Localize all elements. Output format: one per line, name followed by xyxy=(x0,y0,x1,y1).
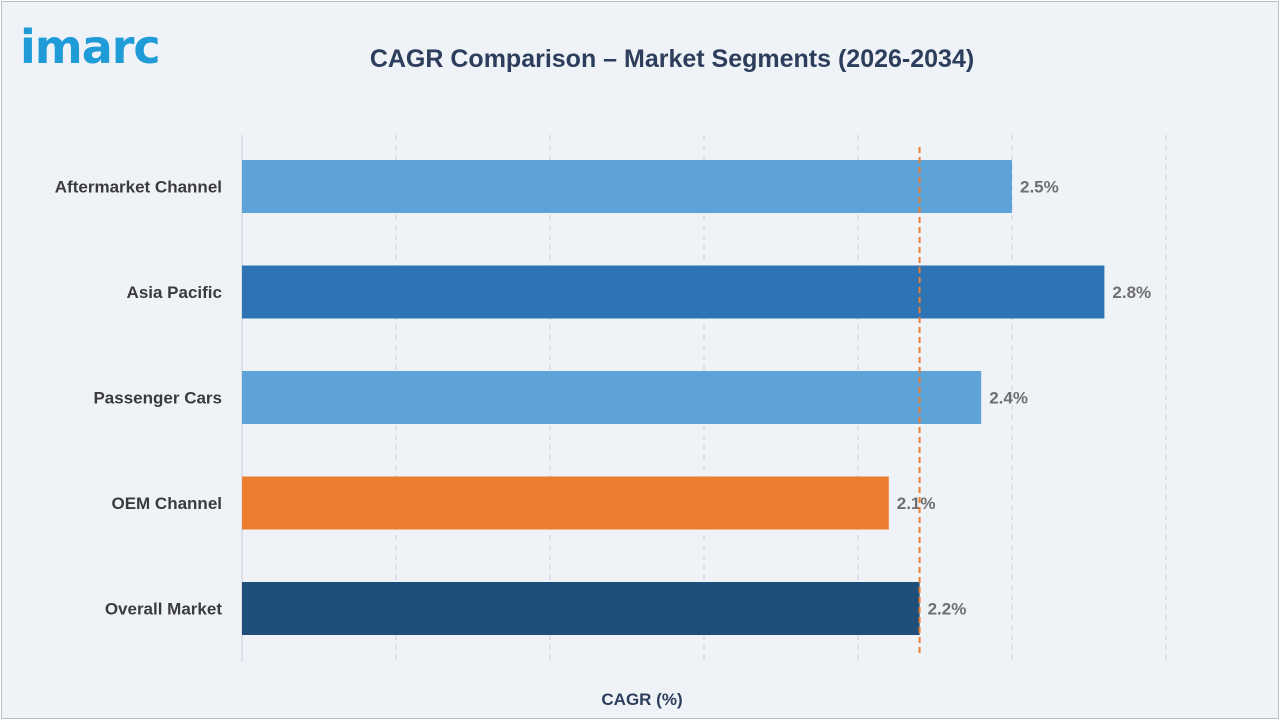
bar xyxy=(242,265,1105,319)
bar xyxy=(242,371,982,424)
category-label: Passenger Cars xyxy=(93,389,222,408)
category-label: OEM Channel xyxy=(111,494,222,513)
value-label: 2.8% xyxy=(1112,283,1151,302)
category-label: Asia Pacific xyxy=(127,283,222,302)
bar xyxy=(242,160,1012,213)
value-label: 2.2% xyxy=(928,600,967,619)
bar xyxy=(242,582,920,635)
value-label: 2.4% xyxy=(989,389,1028,408)
chart-title: CAGR Comparison – Market Segments (2026-… xyxy=(369,45,975,73)
category-label: Aftermarket Channel xyxy=(55,178,222,197)
category-label: Overall Market xyxy=(105,600,223,619)
bar xyxy=(242,476,889,530)
value-label: 2.1% xyxy=(897,494,936,513)
value-label: 2.5% xyxy=(1020,178,1059,197)
x-axis-label: CAGR (%) xyxy=(601,690,683,709)
imarc-logo: imarc xyxy=(20,20,210,88)
logo-text: imarc xyxy=(20,20,161,74)
